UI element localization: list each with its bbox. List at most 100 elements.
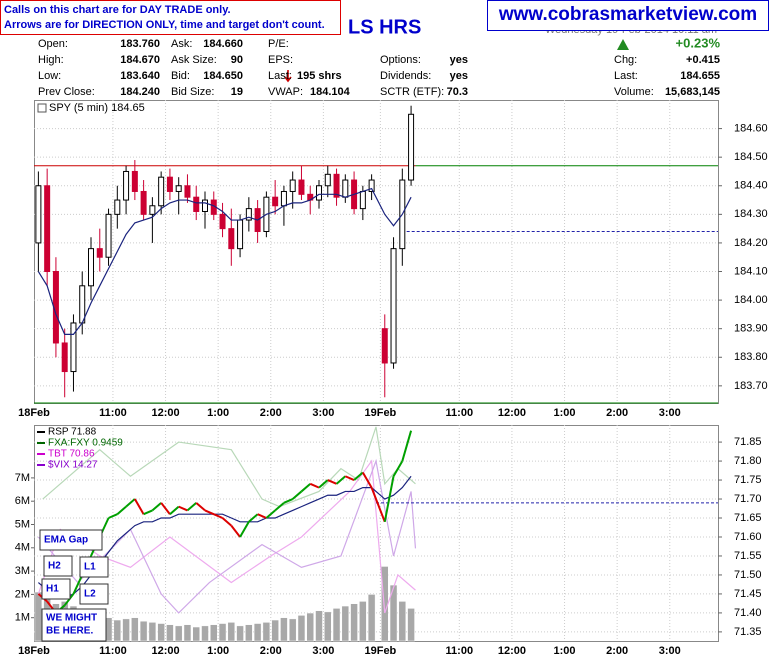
- ema-line: [37, 187, 412, 335]
- price-segment: [133, 498, 145, 515]
- candle-body: [245, 208, 252, 221]
- x-tick-label: 19Feb: [364, 645, 396, 657]
- volume-bar: [227, 622, 236, 642]
- price-segment: [292, 490, 303, 500]
- stat-label: Ask:: [171, 38, 192, 50]
- volume-bar: [113, 619, 122, 642]
- notice-box: [0, 0, 341, 35]
- stat-value: yes: [450, 70, 468, 82]
- candle-body: [219, 213, 226, 230]
- stat-value: 90: [231, 54, 243, 66]
- stat-label: Open:: [38, 38, 68, 50]
- stat-value: 184.104: [310, 86, 351, 98]
- y-tick-label: 183.90: [734, 323, 768, 335]
- candle-body: [166, 176, 173, 192]
- volume-bar: [398, 601, 407, 642]
- volume-bar: [139, 620, 148, 642]
- y-tick-label: 1M: [15, 612, 30, 624]
- stat-label: Chg:: [614, 54, 637, 66]
- y-tick-label: 71.50: [734, 569, 762, 581]
- stat-label: P/E:: [268, 38, 289, 50]
- y-tick-label: 71.35: [734, 626, 762, 638]
- volume-bar: [174, 625, 183, 642]
- candle-body: [79, 285, 86, 324]
- candle-body: [368, 179, 375, 192]
- volume-bar: [341, 605, 350, 642]
- stat-label: Last:: [614, 70, 638, 82]
- volume-bar: [245, 624, 253, 642]
- l2-box: [79, 583, 109, 605]
- candle-body: [61, 342, 68, 373]
- x-tick-label: 12:00: [151, 407, 179, 419]
- stat-label: EPS:: [268, 54, 293, 66]
- price-segment: [248, 513, 259, 523]
- volume-bar: [350, 603, 358, 642]
- price-segment: [344, 475, 355, 481]
- y-tick-label: 71.85: [734, 436, 762, 448]
- price-segment: [230, 524, 241, 538]
- stat-label: VWAP:: [268, 86, 303, 98]
- price-segment: [239, 521, 250, 538]
- x-tick-label: 1:00: [554, 645, 576, 657]
- x-tick-label: 1:00: [207, 645, 229, 657]
- candle-body: [193, 196, 200, 212]
- price-segment: [392, 460, 404, 477]
- l2: L2: [84, 589, 96, 600]
- price-segment: [327, 479, 337, 485]
- price-segment: [257, 513, 267, 519]
- price-segment: [160, 502, 171, 515]
- candle-body: [381, 328, 388, 364]
- y-tick-label: 71.65: [734, 512, 762, 524]
- y-tick-label: 184.00: [734, 294, 768, 306]
- price-segment: [370, 487, 386, 523]
- volume-bar: [288, 618, 297, 642]
- price-segment: [151, 502, 162, 512]
- price-segment: [401, 430, 413, 462]
- legend-label: TBT 70.86: [48, 449, 95, 460]
- candle-body: [158, 176, 165, 207]
- candle-body: [140, 190, 147, 215]
- price-segment: [265, 509, 276, 519]
- stat-label: Dividends:: [380, 70, 431, 82]
- y-tick-label: 71.40: [734, 607, 762, 619]
- volume-bar: [122, 618, 130, 642]
- stat-value: 184.655: [680, 70, 720, 82]
- y-tick-label: 184.20: [734, 237, 768, 249]
- y-tick-label: 71.80: [734, 455, 762, 467]
- rsp-panel: [34, 425, 719, 642]
- stat-value: 184.670: [120, 54, 160, 66]
- x-tick-label: 1:00: [554, 407, 576, 419]
- price-segment: [108, 513, 118, 519]
- y-tick-label: 71.75: [734, 474, 762, 486]
- stat-value: 195 shrs: [297, 70, 342, 82]
- price-segment: [318, 479, 329, 489]
- volume-bar: [201, 625, 209, 642]
- y-tick-label: 71.60: [734, 531, 762, 543]
- volume-bar: [407, 608, 415, 642]
- price-segment: [125, 498, 136, 508]
- x-tick-label: 12:00: [151, 645, 179, 657]
- price-segment: [116, 505, 127, 515]
- volume-bar: [192, 626, 200, 642]
- l1-box: [79, 556, 109, 578]
- stat-value: 70.3: [447, 86, 468, 98]
- candle-body: [280, 190, 287, 207]
- price-segment: [204, 509, 215, 516]
- y-tick-label: 183.70: [734, 380, 768, 392]
- x-tick-label: 11:00: [446, 645, 474, 657]
- price-segment: [300, 483, 311, 493]
- x-tick-label: 1:00: [207, 407, 229, 419]
- candle-body: [359, 190, 366, 210]
- stat-value: +0.415: [686, 54, 720, 66]
- legend-label: $VIX 14.27: [48, 460, 98, 471]
- price-segment: [186, 502, 197, 512]
- l1: L1: [84, 562, 96, 573]
- legend-title: SPY (5 min) 184.65: [49, 102, 145, 114]
- candle-body: [184, 185, 191, 198]
- x-tick-label: 3:00: [659, 645, 681, 657]
- y-tick-label: 2M: [15, 588, 30, 600]
- stat-label: Low:: [38, 70, 61, 82]
- volume-bar: [381, 566, 389, 642]
- candle-body: [324, 173, 331, 187]
- candle-body: [88, 248, 94, 287]
